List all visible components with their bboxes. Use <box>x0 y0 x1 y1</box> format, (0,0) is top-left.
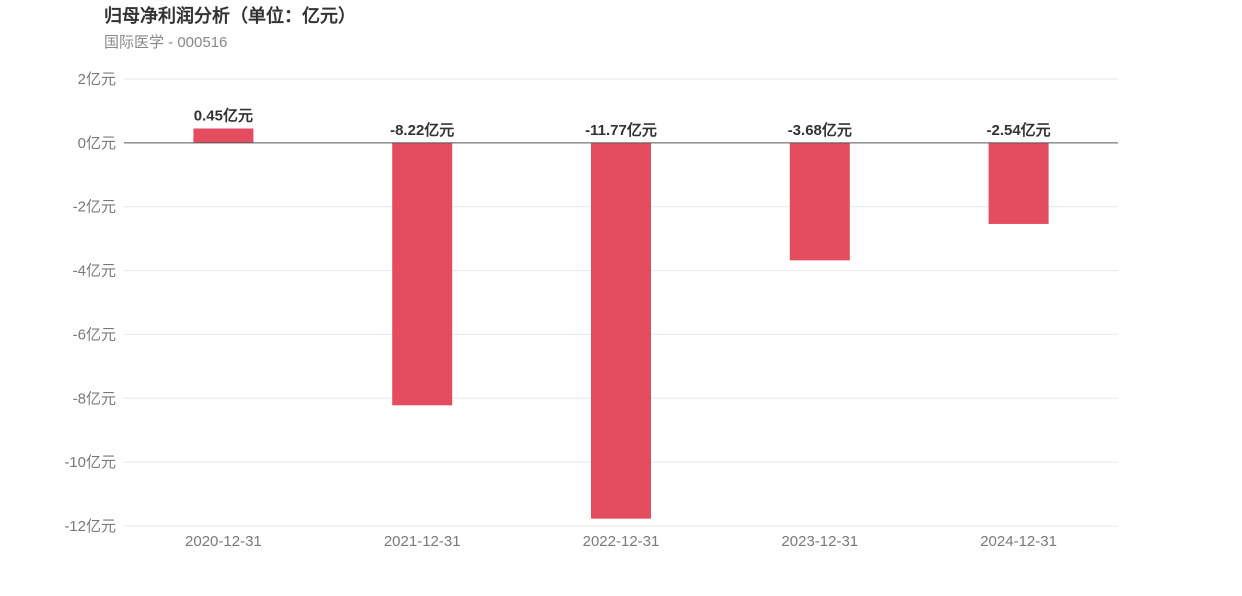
bar <box>988 142 1049 224</box>
bar <box>591 142 651 519</box>
x-tick-label: 2021-12-31 <box>384 533 461 550</box>
bar <box>193 128 254 143</box>
data-label: -2.54亿元 <box>986 121 1050 139</box>
y-tick-label: -8亿元 <box>73 390 116 407</box>
bars <box>193 128 1049 519</box>
x-tick-label: 2022-12-31 <box>583 533 660 550</box>
y-tick-label: -10亿元 <box>64 454 116 471</box>
y-tick-label: -2亿元 <box>73 199 116 216</box>
y-tick-label: -4亿元 <box>73 263 116 280</box>
data-label: -8.22亿元 <box>390 121 454 139</box>
y-tick-label: -12亿元 <box>64 518 116 535</box>
data-labels: 0.45亿元 -8.22亿元 -11.77亿元 -3.68亿元 -2.54亿元 <box>194 106 1051 138</box>
chart-subtitle: 国际医学 - 000516 <box>104 34 228 51</box>
data-label: -3.68亿元 <box>788 121 852 139</box>
chart-title: 归母净利润分析（单位：亿元） <box>104 6 356 26</box>
x-tick-label: 2023-12-31 <box>781 533 858 550</box>
y-tick-label: 2亿元 <box>78 71 116 88</box>
bar <box>789 142 850 261</box>
x-tick-label: 2024-12-31 <box>980 533 1057 550</box>
y-tick-label: -6亿元 <box>73 326 116 343</box>
y-tick-label: 0亿元 <box>78 135 116 152</box>
x-axis-ticks: 2020-12-31 2021-12-31 2022-12-31 2023-12-31… <box>185 533 1057 550</box>
bar <box>392 142 453 406</box>
x-tick-label: 2020-12-31 <box>185 533 262 550</box>
y-axis-ticks: 2亿元 0亿元 -2亿元 -4亿元 -6亿元 -8亿元 -10亿元 -12亿元 <box>64 71 116 535</box>
data-label: -11.77亿元 <box>585 121 657 139</box>
data-label: 0.45亿元 <box>194 106 253 124</box>
